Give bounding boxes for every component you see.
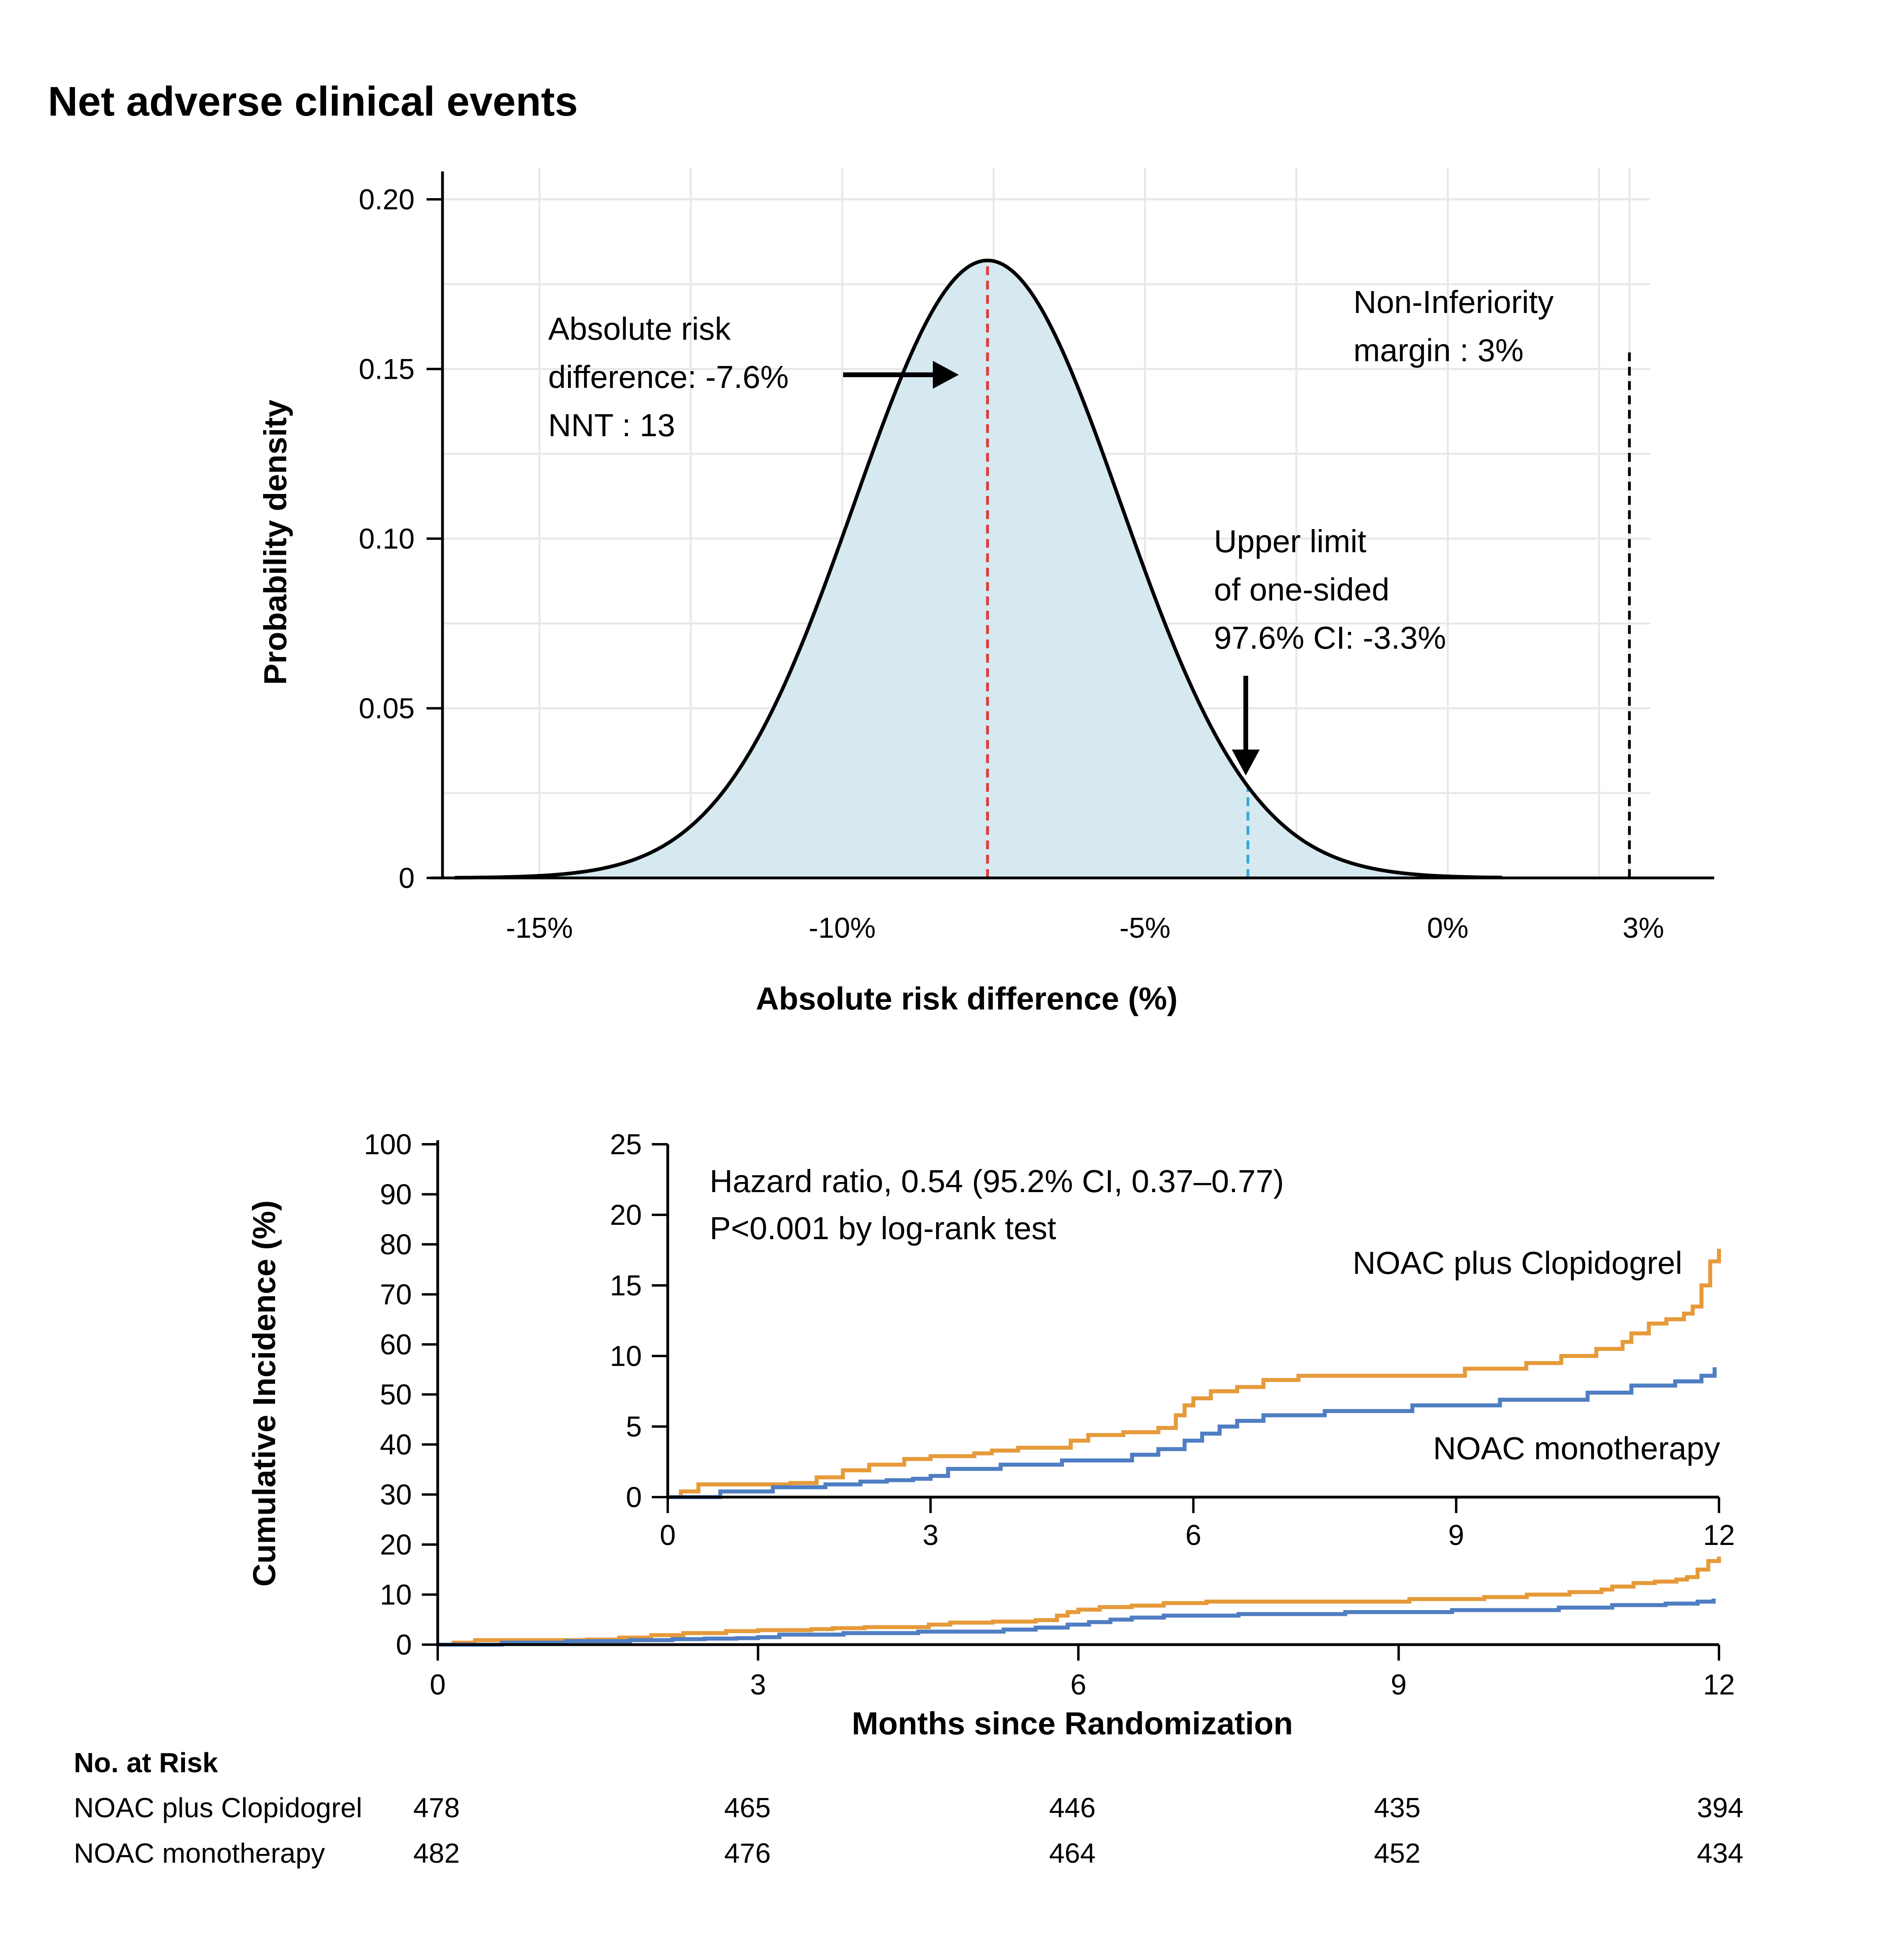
km-main-series-monotherapy — [438, 1598, 1716, 1647]
upper-limit-arrow — [1232, 676, 1260, 775]
estimate-annotation-line2: difference: -7.6% — [548, 359, 789, 395]
margin-annotation-line2: margin : 3% — [1353, 333, 1524, 368]
km-main-ytick-label-8: 80 — [380, 1229, 412, 1261]
p-value-text: P<0.001 by log-rank test — [710, 1210, 1056, 1246]
km-main-ytick-label-9: 90 — [380, 1179, 412, 1211]
hazard-ratio-text: Hazard ratio, 0.54 (95.2% CI, 0.37–0.77) — [710, 1163, 1284, 1199]
km-inset-xtick-label-4: 12 — [1703, 1519, 1735, 1551]
km-main-ytick-label-2: 20 — [380, 1529, 412, 1561]
km-main-xtick-label-3: 9 — [1390, 1669, 1406, 1701]
km-inset-ytick-label-4: 20 — [610, 1199, 642, 1231]
density-area — [454, 260, 1503, 878]
risk-table: No. at Risk NOAC plus Clopidogrel 478 465 4… — [74, 1747, 1743, 1869]
risk-row-label-0: NOAC plus Clopidogrel — [74, 1792, 362, 1823]
legend-label-clopidogrel: NOAC plus Clopidogrel — [1353, 1245, 1682, 1281]
km-main-ytick-label-0: 0 — [396, 1629, 412, 1661]
km-inset-ytick-label-1: 5 — [626, 1411, 642, 1443]
density-xtick-label-2: -5% — [1119, 912, 1170, 944]
km-main-ytick-label-5: 50 — [380, 1379, 412, 1411]
density-ytick-label-1: 0.05 — [359, 693, 415, 725]
risk-cell-0-0: 478 — [413, 1792, 460, 1823]
density-ytick-label-3: 0.15 — [359, 354, 415, 386]
km-inset-xtick-label-2: 6 — [1185, 1519, 1201, 1551]
km-main-ytick-label-6: 60 — [380, 1329, 412, 1361]
km-main-y-ticks: 0 10 20 30 40 50 60 70 80 90 100 — [364, 1129, 438, 1661]
density-xtick-label-1: -10% — [809, 912, 876, 944]
km-main-ytick-label-7: 70 — [380, 1279, 412, 1311]
upper-annotation-line3: 97.6% CI: -3.3% — [1214, 620, 1446, 655]
km-main-ytick-label-1: 10 — [380, 1579, 412, 1611]
km-y-title: Cumulative Incidence (%) — [246, 1200, 282, 1586]
density-ytick-label-2: 0.10 — [359, 523, 415, 555]
km-inset-ytick-label-5: 25 — [610, 1129, 642, 1161]
upper-annotation-line1: Upper limit — [1214, 523, 1366, 559]
risk-cell-0-1: 465 — [724, 1792, 771, 1823]
legend-label-monotherapy: NOAC monotherapy — [1433, 1431, 1720, 1466]
density-ytick-label-0: 0 — [399, 862, 415, 894]
risk-cell-0-2: 446 — [1049, 1792, 1096, 1823]
km-main-series-clopidogrel — [438, 1557, 1721, 1647]
km-main-xtick-label-4: 12 — [1703, 1669, 1735, 1701]
km-inset-ytick-label-2: 10 — [610, 1340, 642, 1372]
density-chart: 0 0.05 0.10 0.15 0.20 -15% -10% -5% 0% 3% Absolu… — [258, 167, 1714, 1016]
estimate-annotation-line3: NNT : 13 — [548, 407, 675, 443]
km-main-ytick-label-10: 100 — [364, 1129, 412, 1161]
risk-cell-0-4: 394 — [1697, 1792, 1744, 1823]
risk-cell-1-2: 464 — [1049, 1838, 1096, 1869]
km-x-title: Months since Randomization — [852, 1706, 1293, 1741]
density-xtick-label-4: 3% — [1622, 912, 1664, 944]
km-main-ytick-label-3: 30 — [380, 1479, 412, 1511]
density-x-title: Absolute risk difference (%) — [756, 981, 1178, 1016]
density-curve — [454, 258, 1503, 880]
km-inset-series-clopidogrel — [668, 1249, 1721, 1499]
km-inset-xtick-label-0: 0 — [660, 1519, 676, 1551]
km-inset-xtick-label-1: 3 — [922, 1519, 938, 1551]
margin-annotation-line1: Non-Inferiority — [1353, 284, 1554, 320]
estimate-annotation-line1: Absolute risk — [548, 311, 731, 346]
km-inset-ytick-label-0: 0 — [626, 1482, 642, 1513]
risk-cell-1-4: 434 — [1697, 1838, 1744, 1869]
risk-cell-1-0: 482 — [413, 1838, 460, 1869]
figure-title: Net adverse clinical events — [48, 79, 578, 125]
km-main-xtick-label-0: 0 — [430, 1669, 446, 1701]
km-main-ytick-label-4: 40 — [380, 1429, 412, 1461]
density-ytick-label-4: 0.20 — [359, 184, 415, 216]
density-y-ticks: 0 0.05 0.10 0.15 0.20 — [359, 184, 442, 894]
km-inset-series-monotherapy — [668, 1367, 1717, 1499]
risk-row-label-1: NOAC monotherapy — [74, 1838, 325, 1869]
density-x-ticks: -15% -10% -5% 0% 3% — [506, 912, 1664, 944]
density-xtick-label-0: -15% — [506, 912, 573, 944]
risk-cell-0-3: 435 — [1374, 1792, 1421, 1823]
km-main-x-ticks: 0 3 6 9 12 — [430, 1645, 1735, 1701]
risk-cell-1-3: 452 — [1374, 1838, 1421, 1869]
density-y-title: Probability density — [258, 399, 293, 685]
upper-annotation-line2: of one-sided — [1214, 572, 1389, 607]
km-main-xtick-label-1: 3 — [750, 1669, 766, 1701]
km-inset-xtick-label-3: 9 — [1448, 1519, 1464, 1551]
estimate-arrow — [843, 361, 959, 389]
km-main-xtick-label-2: 6 — [1070, 1669, 1086, 1701]
km-inset-ytick-label-3: 15 — [610, 1270, 642, 1302]
risk-table-heading: No. at Risk — [74, 1747, 218, 1778]
risk-cell-1-1: 476 — [724, 1838, 771, 1869]
km-inset-y-ticks: 0 5 10 15 20 25 — [610, 1129, 668, 1513]
km-inset-x-ticks: 0 3 6 9 12 — [660, 1497, 1735, 1551]
km-inset-chart: 0 5 10 15 20 25 0 3 6 9 12 Hazard ratio, 0.54 (95… — [610, 1129, 1735, 1551]
density-xtick-label-3: 0% — [1427, 912, 1469, 944]
